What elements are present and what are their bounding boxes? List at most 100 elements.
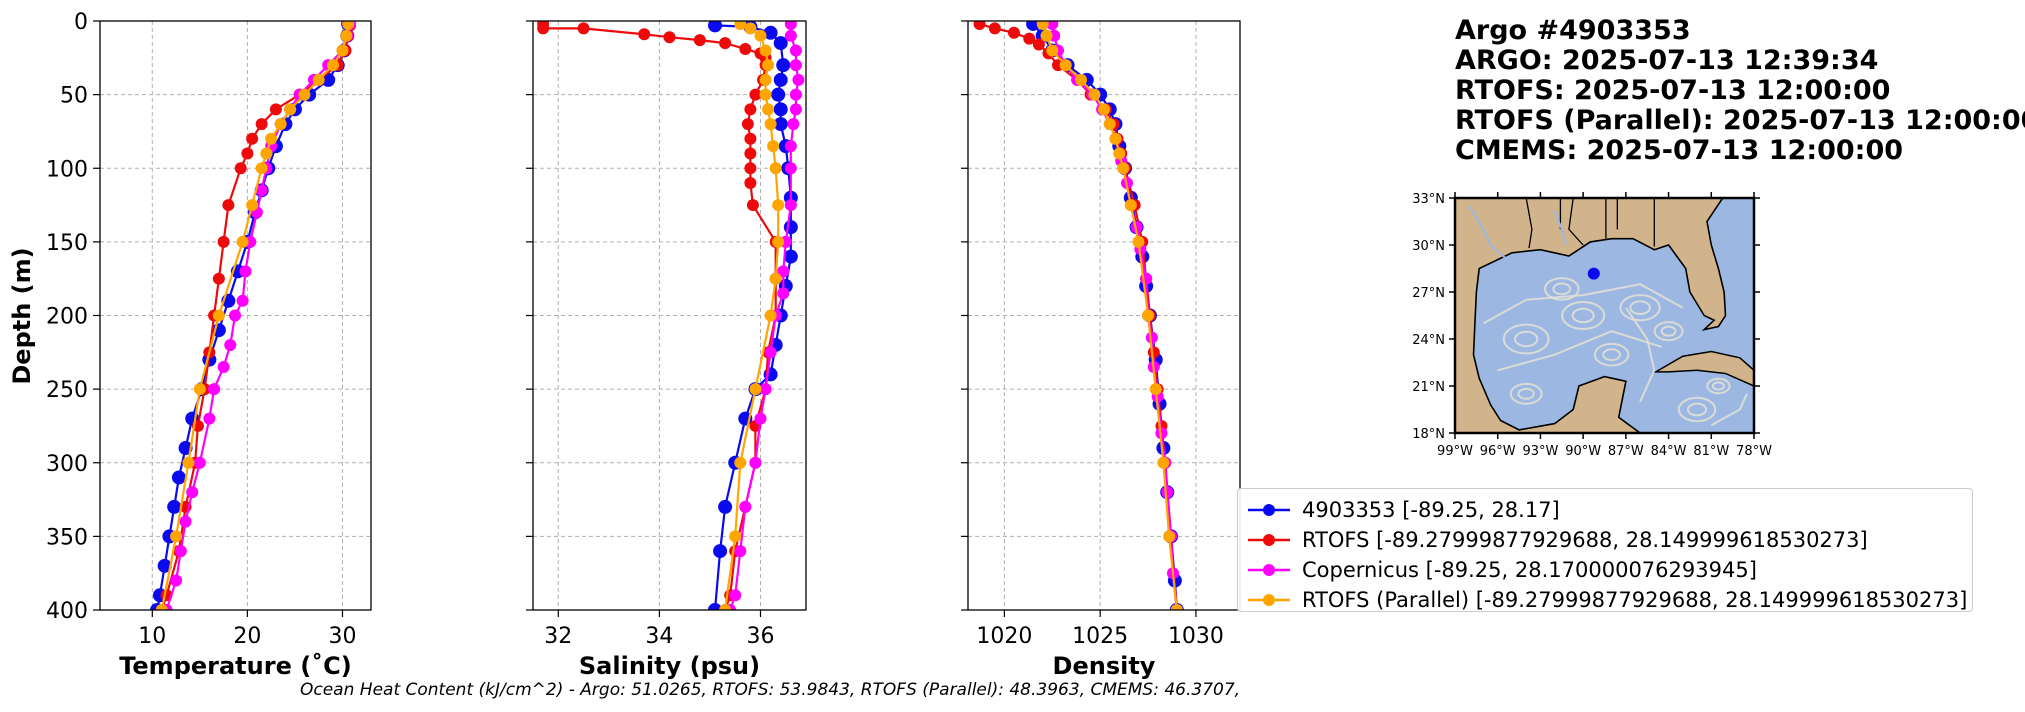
streamline <box>1619 294 1661 322</box>
data-point-parallel <box>1163 530 1176 543</box>
data-point-parallel <box>1036 21 1049 30</box>
data-point-copernicus <box>784 162 797 175</box>
data-point-copernicus <box>789 88 802 101</box>
map-lon-label: 84°W <box>1651 444 1687 459</box>
x-tick-label: 32 <box>544 624 572 649</box>
streamline <box>1571 307 1595 324</box>
data-point-copernicus <box>784 29 797 42</box>
data-point-parallel <box>772 199 785 212</box>
data-point-copernicus <box>224 338 237 351</box>
data-point-copernicus <box>1130 221 1143 234</box>
data-point-rtofs <box>577 22 590 35</box>
data-point-parallel <box>265 132 278 145</box>
data-point-parallel <box>744 22 757 35</box>
title-line-argo-time: ARGO: 2025-07-13 12:39:34 <box>1455 45 1879 76</box>
data-point-parallel <box>734 456 747 469</box>
x-axis-label: Temperature (˚C) <box>119 652 352 680</box>
data-point-copernicus <box>777 265 790 278</box>
data-point-copernicus <box>777 287 790 300</box>
data-point-parallel <box>1149 383 1162 396</box>
data-point-copernicus <box>174 545 187 558</box>
data-point-argo <box>776 58 791 73</box>
panel-density: 1020 1025 1030 Density <box>961 20 1241 680</box>
series-parallel-density <box>1036 21 1183 610</box>
data-point-copernicus <box>789 103 802 116</box>
data-point-argo <box>773 36 788 51</box>
data-point-copernicus <box>1145 331 1158 344</box>
data-point-argo <box>771 87 786 102</box>
streamline <box>1593 342 1630 367</box>
x-tick-label: 34 <box>645 624 673 649</box>
legend-label-parallel: RTOFS (Parallel) [-89.27999877929688, 28… <box>1302 588 1968 612</box>
y-tick-label: 50 <box>60 84 88 109</box>
series-argo-temperature <box>150 21 356 610</box>
x-tick-label: 1020 <box>976 624 1032 649</box>
data-point-parallel <box>1109 132 1122 145</box>
data-point-parallel <box>767 140 780 153</box>
data-point-copernicus <box>236 294 249 307</box>
data-point-parallel <box>764 309 777 322</box>
x-axis-label: Salinity (psu) <box>579 652 760 680</box>
map-lat-label: 18°N <box>1412 427 1445 442</box>
border <box>1525 198 1533 249</box>
legend-swatch-copernicus <box>1248 564 1290 576</box>
panel-salinity: 32 34 36 Salinity (psu) <box>526 20 807 680</box>
data-point-copernicus <box>208 383 221 396</box>
legend-label-copernicus: Copernicus [-89.25, 28.170000076293945] <box>1302 558 1757 582</box>
y-tick-label: 350 <box>46 525 88 550</box>
legend-label-rtofs: RTOFS [-89.27999877929688, 28.1499996185… <box>1302 528 1868 552</box>
data-point-parallel <box>1142 309 1155 322</box>
x-tick-label: 10 <box>138 624 166 649</box>
series-copernicus-temperature <box>160 21 357 610</box>
map-lon-label: 87°W <box>1608 444 1644 459</box>
data-point-argo <box>783 249 798 264</box>
x-axis-label: Density <box>1053 652 1156 680</box>
data-point-rtofs <box>241 147 254 160</box>
map-lon-label: 90°W <box>1565 444 1601 459</box>
streamline <box>1517 387 1535 400</box>
map-lon-label: 93°W <box>1522 444 1558 459</box>
data-point-copernicus <box>784 199 797 212</box>
data-point-copernicus <box>229 309 242 322</box>
streamline <box>1561 301 1606 330</box>
map-lon-label: 96°W <box>1480 444 1516 459</box>
data-point-copernicus <box>1161 486 1174 499</box>
map-lat-label: 33°N <box>1412 192 1445 207</box>
streamline <box>1711 381 1726 391</box>
map-lon-label: 81°W <box>1693 444 1729 459</box>
data-point-parallel <box>759 44 772 57</box>
data-point-parallel <box>312 73 325 86</box>
data-point-argo <box>171 470 186 485</box>
data-point-parallel <box>212 309 225 322</box>
legend-label-argo: 4903353 [-89.25, 28.17] <box>1302 498 1560 522</box>
data-point-rtofs <box>988 22 1001 35</box>
data-point-rtofs <box>638 28 651 41</box>
data-point-copernicus <box>193 456 206 469</box>
legend: 4903353 [-89.25, 28.17] RTOFS [-89.27999… <box>1237 488 1973 612</box>
x-tick-label: 1030 <box>1168 624 1224 649</box>
y-tick-label: 250 <box>46 378 88 403</box>
ohc-footer: Ocean Heat Content (kJ/cm^2) - Argo: 51.… <box>300 680 1241 700</box>
legend-swatch-marker <box>1263 504 1275 516</box>
map-lon-label: 99°W <box>1437 444 1473 459</box>
data-point-parallel <box>260 147 273 160</box>
data-point-parallel <box>1075 73 1088 86</box>
title-line-parallel-time: RTOFS (Parallel): 2025-07-13 12:00:00 <box>1455 105 2025 136</box>
map-lon-label: 78°W <box>1736 444 1772 459</box>
data-point-parallel <box>236 235 249 248</box>
data-point-parallel <box>342 21 355 30</box>
streamline <box>1509 382 1543 405</box>
data-point-parallel <box>729 530 742 543</box>
data-point-rtofs <box>744 162 757 175</box>
streamline <box>1552 282 1572 296</box>
inset-map: 33°N 30°N 27°N 24°N 21°N 18°N 99°W 96°W 93°W 90°W… <box>1412 192 1772 459</box>
data-point-argo <box>708 21 722 33</box>
data-point-parallel <box>274 118 287 131</box>
data-point-rtofs <box>739 42 752 55</box>
y-axis-label: Depth (m) <box>8 247 36 384</box>
data-point-parallel <box>769 272 782 285</box>
data-point-rtofs <box>749 88 762 101</box>
map-lat-label: 24°N <box>1412 333 1445 348</box>
data-point-rtofs <box>246 132 259 145</box>
legend-swatch-marker <box>1263 594 1275 606</box>
